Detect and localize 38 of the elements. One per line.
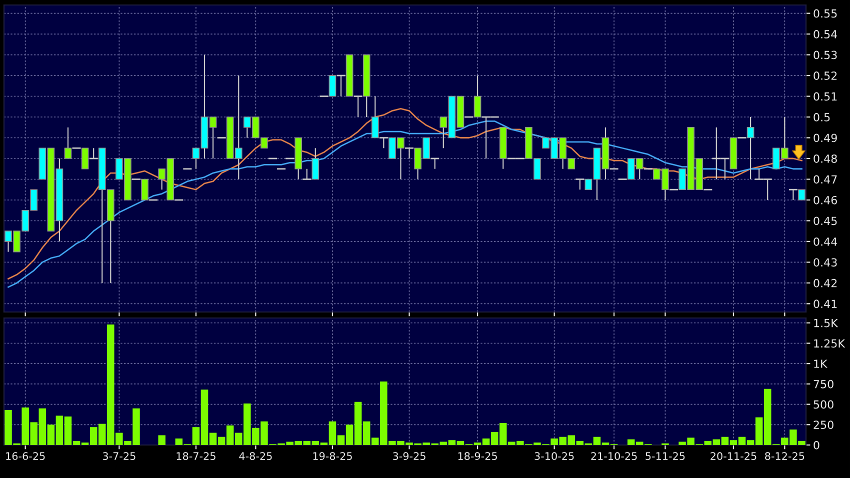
x-tick-label: 5-11-25 — [646, 452, 685, 460]
x-tick-label: 8-12-25 — [765, 452, 804, 460]
y-tick-label: 0.41 — [814, 300, 837, 308]
candlestick — [141, 178, 148, 200]
x-tick-label: 3-7-25 — [102, 452, 136, 460]
x-tick-label: 16-6-25 — [6, 452, 45, 460]
y-tick-label: 0.47 — [814, 175, 837, 184]
y-tick-label: 0.48 — [814, 154, 837, 163]
x-tick-label: 3-10-25 — [534, 452, 574, 460]
y-tick-label: 0.49 — [814, 134, 837, 142]
x-tick-label: 18-9-25 — [458, 452, 497, 460]
x-tick-label: 19-8-25 — [313, 452, 352, 460]
x-tick-label: 20-11-25 — [710, 452, 756, 460]
x-tick-label: 3-9-25 — [393, 452, 426, 460]
y-tick-label: 1.25K — [814, 339, 846, 348]
y-tick-label: 0 — [814, 440, 820, 450]
x-tick-label: 21-10-25 — [591, 452, 637, 460]
y-tick-label: 0.44 — [814, 237, 838, 246]
x-tick-label: 4-8-25 — [239, 452, 272, 460]
candlestick — [81, 148, 89, 170]
candlestick — [328, 75, 336, 97]
y-tick-label: 0.52 — [814, 72, 837, 80]
y-tick-label: 1K — [814, 360, 828, 368]
y-tick-label: 0.5 — [814, 112, 830, 122]
y-tick-label: 750 — [814, 380, 834, 388]
y-tick-label: 250 — [814, 420, 834, 430]
y-tick-label: 0.45 — [814, 216, 837, 226]
y-tick-label: 500 — [814, 400, 834, 409]
y-tick-label: 0.46 — [814, 196, 837, 204]
y-tick-label: 0.51 — [814, 92, 837, 101]
y-tick-label: 0.53 — [814, 50, 837, 60]
x-tick-label: 18-7-25 — [176, 452, 216, 460]
y-tick-label: 0.42 — [814, 278, 837, 288]
bar — [158, 435, 166, 445]
y-tick-label: 0.43 — [814, 258, 837, 267]
y-tick-label: 1.5K — [814, 319, 838, 328]
y-tick-label: 0.55 — [814, 9, 837, 18]
y-tick-label: 0.54 — [814, 30, 838, 38]
